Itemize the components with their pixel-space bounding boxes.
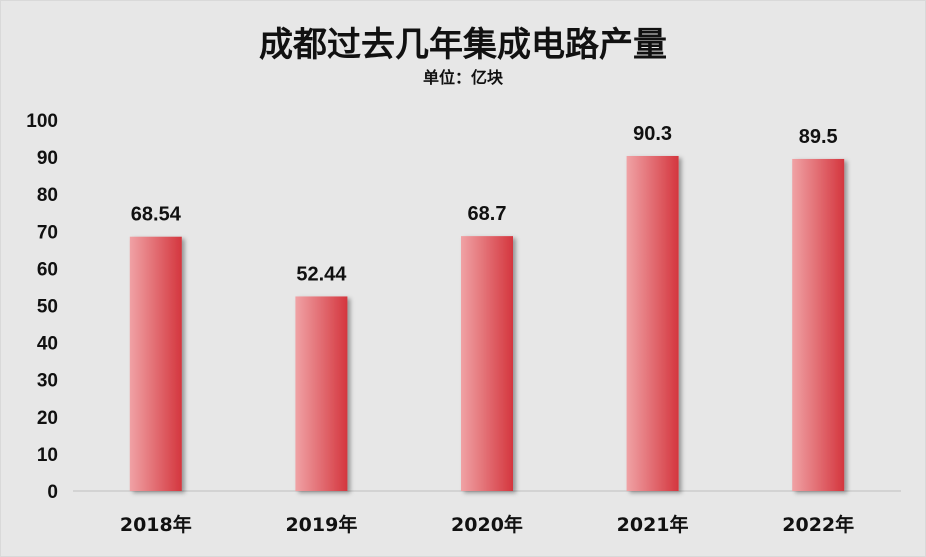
data-label: 68.7 [468,203,507,225]
x-tick-label: 2021年 [617,513,689,536]
bars-group [129,155,845,491]
chart-subtitle: 单位：亿块 [423,68,504,87]
y-tick-label: 30 [37,371,58,392]
x-tick-label: 2020年 [451,513,523,536]
y-axis: 0 10 20 30 40 50 60 70 80 90 100 [26,111,58,503]
y-tick-label: 70 [37,222,58,243]
y-tick-label: 100 [26,111,58,132]
data-label: 89.5 [799,126,838,148]
bar [461,236,513,491]
x-tick-label: 2018年 [120,513,192,536]
y-tick-label: 90 [37,148,58,169]
y-tick-label: 40 [37,334,58,355]
bar [626,155,679,491]
y-tick-label: 20 [37,408,58,429]
y-tick-label: 0 [47,482,58,503]
y-tick-label: 50 [37,297,58,318]
x-tick-label: 2019年 [285,513,357,536]
y-tick-label: 10 [37,445,58,466]
x-tick-label: 2022年 [782,513,854,536]
data-label: 68.54 [131,204,182,226]
chart-title: 成都过去几年集成电路产量 [259,25,667,65]
data-labels-group: 68.54 52.44 68.7 90.3 89.5 [131,123,838,285]
data-label: 90.3 [633,123,672,145]
x-axis: 2018年 2019年 2020年 2021年 2022年 [120,513,854,536]
bar [295,296,348,491]
bar [792,158,845,491]
bar [129,236,182,491]
y-tick-label: 80 [37,185,58,206]
data-label: 52.44 [296,263,347,285]
y-tick-label: 60 [37,259,58,280]
